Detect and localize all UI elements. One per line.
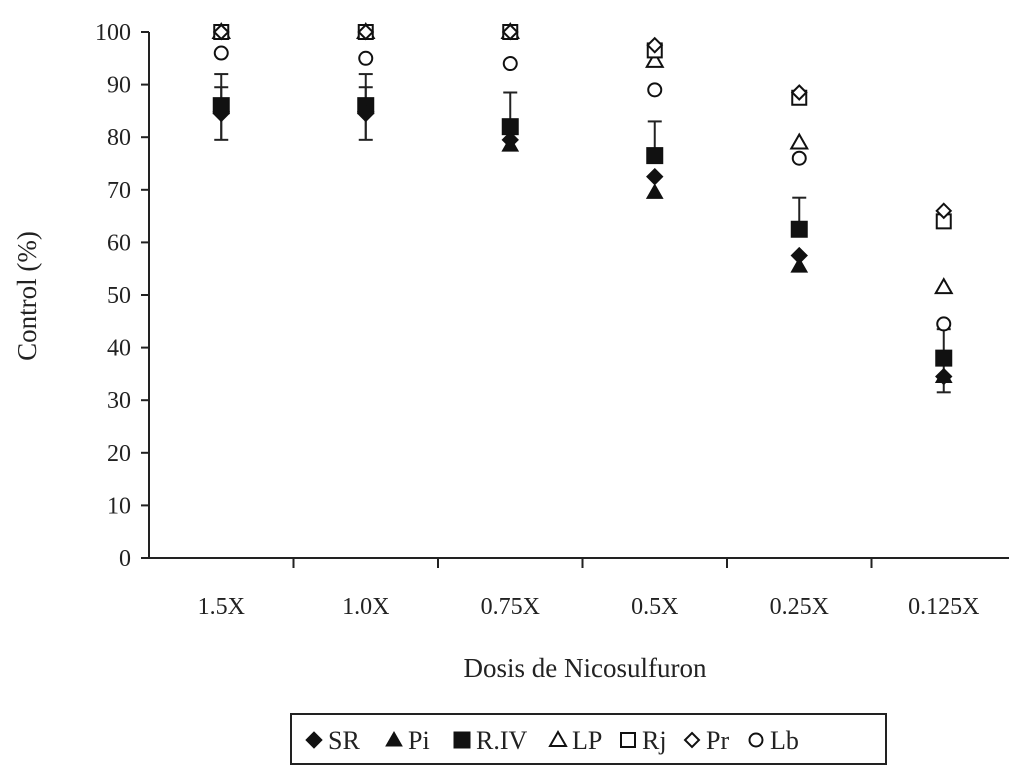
data-point-pr [212, 23, 230, 41]
y-tick-label: 0 [119, 546, 131, 572]
data-point-pr [790, 84, 808, 101]
data-point-sr [935, 367, 953, 386]
data-point-lb [358, 50, 374, 66]
legend-item: LP [548, 726, 602, 755]
data-point-lb [213, 45, 229, 61]
x-tick-label: 1.5X [198, 594, 245, 620]
data-point-riv [646, 147, 664, 165]
legend-item: Rj [620, 726, 667, 755]
legend-label: Pi [408, 726, 430, 755]
data-point-lp [789, 132, 809, 150]
y-tick-label: 40 [107, 336, 131, 362]
x-tick-label: 0.75X [481, 594, 540, 620]
data-point-pr [501, 23, 519, 41]
data-point-pr [646, 36, 664, 54]
y-tick-label: 70 [107, 178, 131, 204]
legend-label: Rj [642, 726, 667, 755]
legend: SR Pi R.IV LP Rj Pr Lb [305, 726, 799, 755]
data-point-sr [357, 104, 375, 123]
x-tick-label: 0.125X [908, 594, 979, 620]
data-point-sr [501, 131, 519, 149]
data-point-lb [791, 150, 807, 166]
y-axis-title: Control (%) [12, 231, 42, 361]
data-point-sr [212, 104, 230, 123]
data-point-lb [647, 82, 663, 98]
legend-marker [683, 731, 701, 749]
y-tick-label: 60 [107, 230, 131, 256]
x-axis-ticks: 1.5X 1.0X 0.75X 0.5X 0.25X 0.125X [198, 558, 979, 620]
legend-label: LP [572, 726, 602, 755]
y-tick-label: 10 [107, 493, 131, 519]
x-axis-title: Dosis de Nicosulfuron [464, 653, 707, 683]
legend-item: Pr [683, 726, 729, 755]
legend-item: R.IV [453, 726, 528, 755]
y-axis-ticks: 0 10 20 30 40 50 60 70 80 90 100 [95, 20, 149, 572]
legend-label: Pr [706, 726, 729, 755]
error-bars [214, 73, 951, 394]
y-tick-label: 90 [107, 73, 131, 99]
data-point-lp [645, 50, 665, 68]
legend-marker [305, 731, 323, 749]
y-tick-label: 30 [107, 388, 131, 414]
data-point-pi [790, 257, 809, 273]
data-point-lb [936, 316, 952, 332]
legend-label: Lb [770, 726, 799, 755]
legend-marker [385, 730, 403, 747]
data-point-pi [645, 183, 664, 199]
data-point-lp [934, 277, 954, 295]
data-markers [211, 21, 954, 386]
y-tick-label: 20 [107, 441, 131, 467]
y-tick-label: 100 [95, 20, 131, 46]
y-tick-label: 80 [107, 125, 131, 151]
legend-marker [620, 732, 636, 748]
x-tick-label: 1.0X [342, 594, 389, 620]
x-tick-label: 0.5X [631, 594, 678, 620]
data-point-riv [935, 349, 953, 367]
data-point-pr [357, 23, 375, 41]
legend-item: Lb [748, 726, 799, 755]
legend-label: SR [328, 726, 360, 755]
legend-item: SR [305, 726, 360, 755]
legend-label: R.IV [476, 726, 528, 755]
data-point-pr [935, 202, 953, 220]
data-point-lb [502, 56, 518, 72]
data-point-riv [790, 220, 808, 238]
y-tick-label: 50 [107, 283, 131, 309]
legend-marker [548, 729, 568, 747]
x-tick-label: 0.25X [770, 594, 829, 620]
legend-marker [453, 731, 471, 749]
legend-item: Pi [385, 726, 430, 755]
data-point-sr [646, 167, 664, 186]
data-point-sr [790, 246, 808, 265]
legend-marker [748, 732, 764, 748]
